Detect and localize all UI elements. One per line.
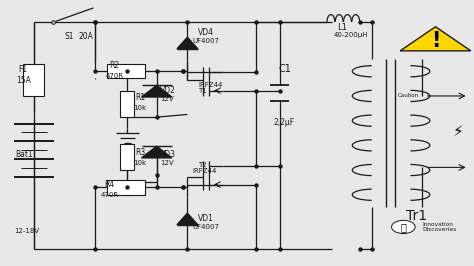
Text: 🦅: 🦅 — [401, 222, 406, 232]
Text: 40-200μH: 40-200μH — [334, 32, 368, 38]
Text: 470R: 470R — [106, 73, 124, 79]
Polygon shape — [400, 27, 471, 51]
Text: 15A: 15A — [16, 76, 31, 85]
Bar — [120, 91, 135, 117]
Text: Innovation: Innovation — [422, 222, 453, 227]
Text: UF4007: UF4007 — [192, 38, 219, 44]
Text: R2: R2 — [109, 61, 119, 70]
Text: Caution: Caution — [398, 93, 419, 98]
Text: R3: R3 — [136, 148, 146, 157]
Text: VD1: VD1 — [198, 214, 214, 223]
Text: 470R: 470R — [101, 192, 119, 198]
Text: Bat1: Bat1 — [15, 150, 33, 159]
Text: Discoveries: Discoveries — [422, 227, 456, 232]
Text: T2: T2 — [198, 162, 207, 168]
Polygon shape — [177, 213, 198, 225]
Text: S1: S1 — [64, 32, 74, 41]
Text: L1: L1 — [337, 23, 347, 32]
Bar — [107, 180, 145, 194]
Text: 2,2μF: 2,2μF — [273, 118, 294, 127]
Text: VD4: VD4 — [198, 28, 214, 37]
Text: VD3: VD3 — [160, 150, 176, 159]
Text: 12V: 12V — [160, 96, 174, 102]
Text: 12V: 12V — [160, 160, 174, 167]
Text: R1: R1 — [136, 93, 146, 102]
Text: 10k: 10k — [133, 160, 146, 167]
Polygon shape — [177, 37, 198, 49]
Text: 12-18V: 12-18V — [14, 228, 39, 234]
Bar — [23, 64, 44, 96]
Text: IRFZ44: IRFZ44 — [198, 82, 223, 88]
Text: T1: T1 — [198, 88, 207, 94]
Text: Tr1: Tr1 — [406, 209, 427, 223]
Bar — [120, 144, 135, 170]
Text: 20A: 20A — [79, 32, 93, 41]
Bar — [107, 64, 145, 78]
Text: R4: R4 — [105, 180, 115, 189]
Text: C1: C1 — [278, 64, 291, 74]
Text: IRFZ44: IRFZ44 — [192, 168, 217, 174]
Polygon shape — [142, 85, 172, 97]
Text: !: ! — [431, 31, 440, 51]
Text: UF4007: UF4007 — [192, 225, 219, 230]
Text: 10k: 10k — [133, 105, 146, 111]
Text: ⚡: ⚡ — [453, 124, 464, 139]
Text: F1: F1 — [18, 65, 28, 74]
Circle shape — [392, 220, 415, 234]
Polygon shape — [142, 146, 172, 158]
Text: VD2: VD2 — [160, 86, 176, 95]
